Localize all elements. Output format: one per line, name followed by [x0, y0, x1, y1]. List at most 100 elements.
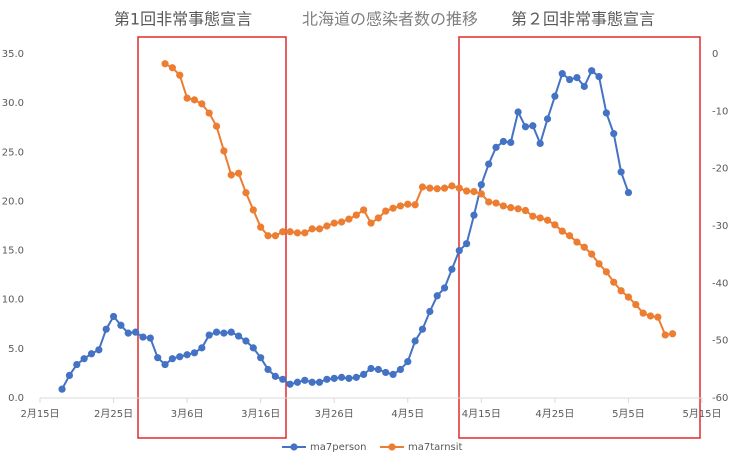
- point: [95, 346, 103, 354]
- point: [161, 60, 169, 68]
- point: [360, 206, 368, 214]
- legend-marker: [388, 443, 396, 451]
- point: [632, 300, 640, 309]
- x-tick-label: 4月5日: [391, 408, 424, 420]
- point: [249, 206, 257, 214]
- x-tick-label: 4月25日: [535, 408, 574, 420]
- point: [543, 216, 552, 224]
- point: [323, 222, 331, 230]
- point: [617, 287, 625, 295]
- point: [242, 189, 250, 197]
- point: [551, 221, 559, 229]
- point: [374, 365, 382, 374]
- legend-label: ma7person: [310, 442, 367, 453]
- point: [65, 371, 74, 379]
- point: [58, 385, 66, 393]
- period-box: [137, 36, 287, 439]
- point: [154, 354, 162, 362]
- y2-tick-label: -40: [712, 278, 728, 289]
- x-tick-label: 5月15日: [682, 408, 721, 420]
- point: [73, 360, 81, 369]
- point: [176, 71, 184, 79]
- point: [257, 223, 265, 231]
- point: [580, 243, 588, 251]
- point: [463, 187, 471, 195]
- legend-label: ma7tarnsit: [408, 442, 463, 453]
- point: [654, 313, 662, 321]
- x-tick-label: 2月15日: [20, 408, 59, 420]
- point: [573, 238, 581, 246]
- x-tick-label: 3月16日: [241, 408, 280, 420]
- y-tick-label: 35.0: [2, 49, 24, 60]
- point: [507, 138, 515, 147]
- y2-tick-label: -60: [712, 393, 728, 404]
- point: [264, 232, 272, 240]
- point: [382, 368, 390, 377]
- point: [536, 139, 544, 148]
- point: [477, 190, 485, 198]
- annotation: 第1回非常事態宣言: [114, 10, 252, 29]
- point: [205, 331, 213, 339]
- y-tick-label: 20.0: [2, 196, 24, 207]
- point: [566, 75, 574, 84]
- point: [470, 211, 478, 219]
- point: [146, 334, 154, 342]
- point: [198, 100, 206, 108]
- y2-tick-label: -30: [712, 221, 728, 232]
- point: [227, 171, 235, 179]
- point: [602, 109, 610, 117]
- y2-tick-label: -10: [712, 106, 728, 117]
- point: [492, 143, 500, 151]
- point: [418, 183, 427, 191]
- point: [440, 184, 449, 192]
- point: [396, 365, 405, 374]
- y-tick-label: 30.0: [2, 98, 24, 109]
- point: [646, 312, 655, 320]
- point: [264, 365, 272, 374]
- legend-marker: [290, 443, 298, 451]
- point: [315, 225, 324, 233]
- y-tick-label: 5.0: [8, 344, 24, 355]
- annotation: 第２回非常事態宣言: [511, 10, 655, 29]
- point: [514, 108, 522, 116]
- point: [242, 337, 250, 345]
- point: [117, 321, 125, 329]
- y2-tick-label: -50: [712, 336, 728, 347]
- point: [602, 268, 610, 276]
- point: [279, 228, 287, 236]
- x-tick-label: 5月5日: [612, 408, 645, 420]
- point: [514, 205, 522, 213]
- y-tick-label: 25.0: [2, 147, 24, 158]
- point: [485, 160, 493, 168]
- point: [161, 360, 169, 369]
- y-tick-label: 15.0: [2, 246, 24, 257]
- point: [433, 292, 441, 300]
- point: [220, 329, 228, 337]
- point: [389, 204, 397, 212]
- point: [183, 94, 191, 102]
- point: [87, 350, 96, 358]
- point: [205, 109, 213, 117]
- point: [190, 349, 199, 357]
- point: [190, 96, 199, 104]
- point: [558, 70, 566, 78]
- point: [352, 373, 360, 381]
- point: [271, 232, 279, 240]
- point: [168, 64, 176, 72]
- point: [345, 215, 353, 223]
- point: [198, 344, 206, 352]
- point: [308, 378, 316, 386]
- point: [227, 328, 235, 336]
- point: [293, 378, 302, 386]
- point: [668, 330, 677, 338]
- point: [610, 130, 618, 138]
- point: [521, 123, 530, 131]
- point: [301, 229, 309, 237]
- point: [624, 188, 633, 197]
- point: [610, 278, 618, 286]
- point: [529, 212, 537, 220]
- y-tick-label: 0.0: [8, 393, 24, 404]
- point: [580, 82, 588, 91]
